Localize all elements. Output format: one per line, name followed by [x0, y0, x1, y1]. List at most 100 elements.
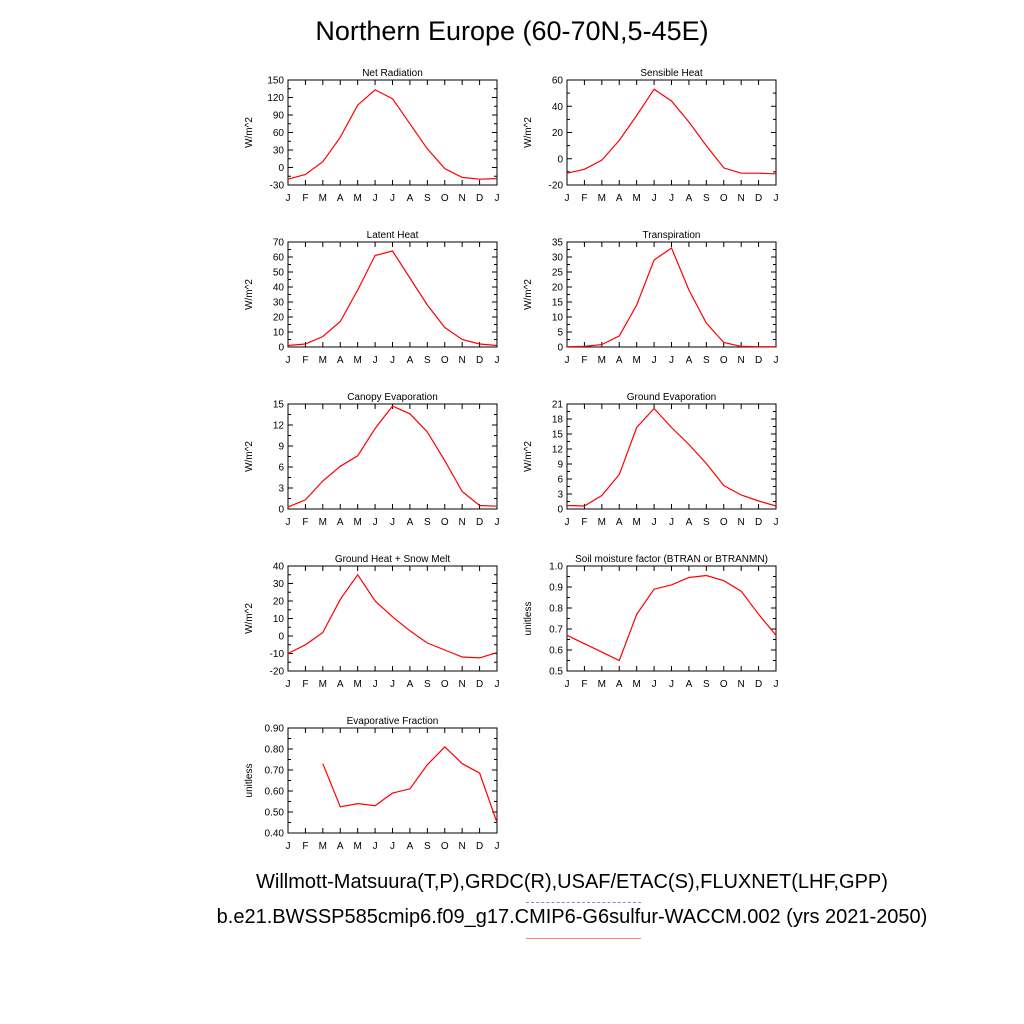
- y-tick-label: 35: [552, 238, 564, 249]
- x-tick-label: J: [390, 517, 395, 528]
- x-tick-label: A: [337, 517, 344, 528]
- y-tick-label: 9: [278, 442, 284, 453]
- y-tick-label: 0: [278, 505, 284, 516]
- y-tick-label: 0: [278, 632, 284, 643]
- legend-case-line: [526, 938, 641, 939]
- x-tick-label: M: [319, 679, 327, 690]
- x-tick-label: O: [441, 355, 449, 366]
- x-tick-label: D: [476, 517, 483, 528]
- x-tick-label: S: [703, 679, 710, 690]
- x-tick-label: D: [755, 193, 762, 204]
- x-tick-label: D: [755, 517, 762, 528]
- y-axis-label: W/m^2: [244, 279, 255, 310]
- plot-frame: [287, 565, 498, 672]
- x-tick-label: J: [286, 679, 291, 690]
- y-tick-label: 0: [557, 343, 563, 354]
- y-tick-label: 0.5: [549, 667, 563, 678]
- x-tick-label: A: [686, 193, 693, 204]
- plot-frame: [566, 241, 777, 348]
- y-tick-label: -20: [270, 667, 285, 678]
- y-tick-label: -20: [549, 181, 564, 192]
- x-tick-label: A: [616, 193, 623, 204]
- x-tick-label: S: [424, 517, 431, 528]
- x-tick-label: F: [302, 355, 308, 366]
- x-tick-label: D: [755, 355, 762, 366]
- y-tick-label: 10: [552, 313, 564, 324]
- panel-title: Ground Heat + Snow Melt: [335, 554, 451, 565]
- x-tick-label: O: [441, 679, 449, 690]
- x-tick-label: M: [353, 841, 361, 852]
- y-tick-label: 0.90: [265, 724, 285, 735]
- x-tick-label: F: [581, 193, 587, 204]
- y-tick-label: 5: [557, 328, 563, 339]
- model-series-line: [566, 88, 777, 175]
- x-tick-label: J: [286, 517, 291, 528]
- y-tick-label: 21: [552, 400, 564, 411]
- y-tick-label: 10: [273, 614, 285, 625]
- x-tick-label: N: [738, 679, 745, 690]
- x-tick-label: M: [598, 355, 606, 366]
- y-axis-label: W/m^2: [523, 117, 534, 148]
- x-tick-label: J: [286, 355, 291, 366]
- x-tick-label: D: [476, 841, 483, 852]
- x-tick-label: N: [459, 841, 466, 852]
- x-tick-label: J: [669, 193, 674, 204]
- y-tick-label: 0: [557, 505, 563, 516]
- x-tick-label: J: [495, 193, 500, 204]
- x-tick-label: D: [476, 193, 483, 204]
- figure-title: Northern Europe (60-70N,5-45E): [315, 16, 709, 46]
- y-axis-label: W/m^2: [244, 117, 255, 148]
- x-tick-label: M: [598, 679, 606, 690]
- x-tick-label: J: [286, 193, 291, 204]
- x-tick-label: J: [495, 679, 500, 690]
- y-tick-label: 10: [273, 328, 285, 339]
- x-tick-label: J: [565, 355, 570, 366]
- x-tick-label: F: [581, 517, 587, 528]
- x-tick-label: M: [632, 517, 640, 528]
- x-tick-label: A: [407, 193, 414, 204]
- x-tick-label: S: [424, 679, 431, 690]
- model-series-line: [566, 574, 777, 662]
- x-tick-label: J: [495, 517, 500, 528]
- x-tick-label: A: [616, 355, 623, 366]
- y-axis-label: W/m^2: [244, 603, 255, 634]
- model-series-line: [566, 407, 777, 507]
- panel-title: Evaporative Fraction: [347, 716, 439, 727]
- y-tick-label: 0.8: [549, 604, 563, 615]
- y-tick-label: 60: [273, 253, 285, 264]
- x-tick-label: N: [459, 355, 466, 366]
- x-tick-label: F: [302, 841, 308, 852]
- y-tick-label: 20: [552, 128, 564, 139]
- y-tick-label: 30: [273, 579, 285, 590]
- x-tick-label: J: [774, 355, 779, 366]
- y-tick-label: 0.40: [265, 829, 285, 840]
- x-tick-label: A: [686, 679, 693, 690]
- y-tick-label: 12: [273, 421, 285, 432]
- panel-title: Latent Heat: [367, 230, 419, 241]
- x-tick-label: J: [652, 517, 657, 528]
- y-tick-label: 20: [552, 283, 564, 294]
- x-tick-label: O: [720, 193, 728, 204]
- y-tick-label: 0: [278, 343, 284, 354]
- x-tick-label: J: [373, 355, 378, 366]
- y-tick-label: 3: [278, 484, 284, 495]
- y-tick-label: 20: [273, 597, 285, 608]
- x-tick-label: A: [407, 841, 414, 852]
- legend-obs-dash-line: [526, 902, 641, 903]
- x-tick-label: J: [669, 517, 674, 528]
- x-tick-label: J: [652, 193, 657, 204]
- y-tick-label: 12: [552, 445, 564, 456]
- x-tick-label: S: [703, 517, 710, 528]
- model-series-line: [287, 573, 498, 659]
- panel-title: Transpiration: [643, 230, 701, 241]
- x-tick-label: S: [703, 355, 710, 366]
- y-axis-label: unitless: [523, 602, 534, 636]
- x-tick-label: S: [424, 355, 431, 366]
- y-tick-label: 0.60: [265, 787, 285, 798]
- x-tick-label: M: [319, 841, 327, 852]
- x-tick-label: S: [703, 193, 710, 204]
